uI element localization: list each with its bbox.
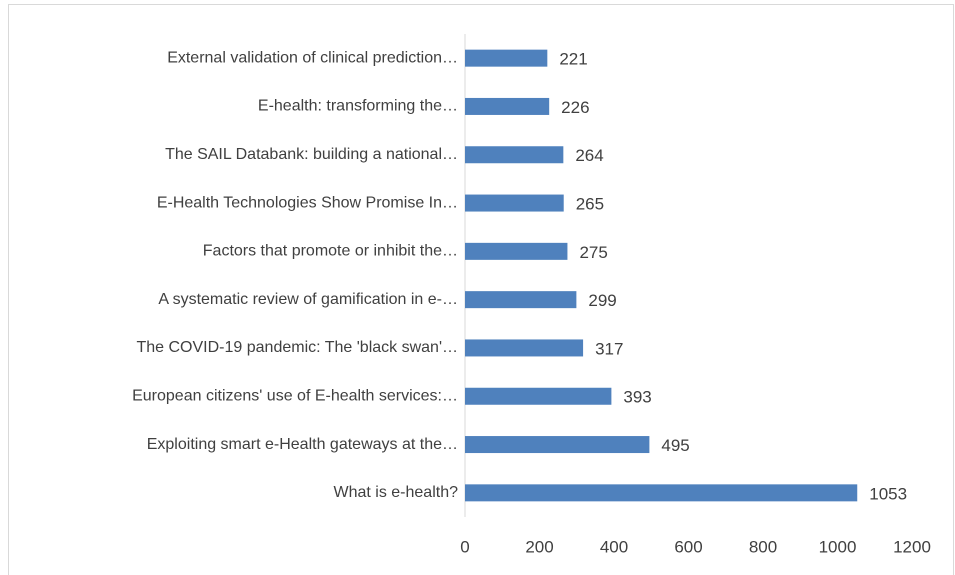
x-tick-label: 0	[460, 537, 469, 556]
x-tick-label: 1000	[819, 537, 857, 556]
bar	[465, 291, 577, 309]
bar	[465, 97, 550, 115]
y-tick-label: E-health: transforming the…	[258, 98, 458, 115]
value-label: 226	[561, 98, 589, 117]
y-tick-label: E-Health Technologies Show Promise In…	[157, 194, 458, 211]
value-label: 275	[579, 243, 607, 262]
y-tick-label: A systematic review of gamification in e…	[158, 291, 458, 308]
bar	[465, 387, 612, 405]
y-tick-label: Exploiting smart e-Health gateways at th…	[147, 436, 458, 453]
bar	[465, 484, 858, 502]
value-label: 265	[576, 195, 604, 214]
y-tick-label: The SAIL Databank: building a national…	[165, 146, 458, 163]
x-tick-label: 800	[749, 537, 777, 556]
value-label: 1053	[869, 484, 907, 503]
value-label: 317	[595, 339, 623, 358]
bar	[465, 242, 568, 260]
bar	[465, 49, 548, 67]
value-label: 299	[588, 291, 616, 310]
y-tick-label: Factors that promote or inhibit the…	[203, 243, 458, 260]
y-tick-label: European citizens' use of E-health servi…	[132, 387, 458, 404]
value-label: 221	[559, 50, 587, 69]
x-tick-label: 200	[525, 537, 553, 556]
y-tick-label: External validation of clinical predicti…	[167, 49, 458, 66]
x-tick-label: 1200	[893, 537, 931, 556]
bar	[465, 339, 584, 357]
y-tick-label: The COVID-19 pandemic: The 'black swan'…	[136, 339, 458, 356]
chart-frame	[8, 4, 954, 575]
value-label: 393	[623, 388, 651, 407]
value-label: 264	[575, 146, 603, 165]
bar	[465, 194, 564, 212]
x-tick-label: 600	[674, 537, 702, 556]
x-tick-label: 400	[600, 537, 628, 556]
bar	[465, 436, 650, 454]
y-tick-label: What is e-health?	[333, 484, 458, 501]
value-label: 495	[661, 436, 689, 455]
bar	[465, 146, 564, 164]
